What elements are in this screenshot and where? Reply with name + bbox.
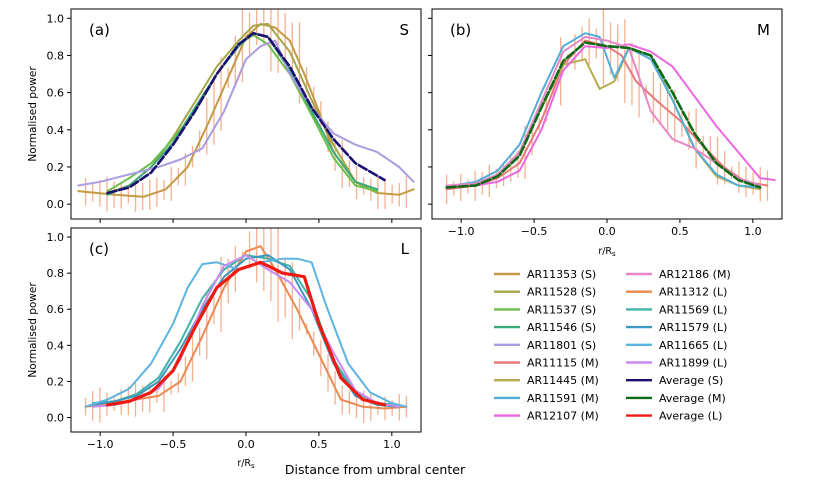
series-line-ar11899-l [91,254,401,408]
legend-item: AR11569 (L) [626,303,727,316]
y-tick-label: 0.6 [47,303,65,316]
legend-item: AR11353 (S) [494,268,596,281]
x-tick-label: 0.0 [598,225,616,238]
series-line-average-s [106,31,386,195]
legend-item: AR11579 (L) [626,321,727,334]
x-tick-label: 0.0 [237,438,255,451]
series-line-ar11312-l [84,245,408,410]
plot-area [445,9,776,204]
series-line-ar11115-m [445,39,769,191]
legend-label: AR11801 (S) [527,339,596,352]
legend-label: AR11537 (S) [527,303,596,316]
x-tick-label: 1.0 [744,225,762,238]
x-tick-label: 0.5 [671,225,689,238]
x-tick-label: −0.5 [521,225,548,238]
legend-item: AR11537 (S) [494,303,596,316]
x-axis-label-main: r/R [598,246,612,257]
y-axis-label: Normalised power [27,66,39,162]
panel-tag: (a) [89,21,110,39]
y-tick-label: 0.6 [47,87,65,100]
y-tick-label: 0.2 [47,375,65,388]
legend-label: AR11312 (L) [659,286,727,299]
series-line-ar11591-m [452,32,762,189]
panel-size-label: M [757,21,770,39]
legend-item: AR11899 (L) [626,357,727,370]
legend-label: AR11115 (M) [527,357,599,370]
y-tick-label: 0.2 [47,161,65,174]
x-tick-label: −1.0 [87,438,114,451]
y-tick-label: 0.0 [47,198,65,211]
series-line-ar11353-s [77,22,415,198]
legend-label: AR11546 (S) [527,321,596,334]
legend-label: Average (M) [659,392,726,405]
x-tick-label: 1.0 [383,438,401,451]
legend-label: AR11899 (L) [659,357,727,370]
y-axis-label: Normalised power [27,282,39,378]
legend-item: Average (L) [626,410,722,423]
legend-item: AR11591 (M) [494,392,599,405]
legend-label: AR12186 (M) [659,268,731,281]
legend-label: AR11579 (L) [659,321,727,334]
series-line-average-l [105,260,387,407]
panel-2: −1.0 −0.5 0.0 0.5 1.0 (b) Mr/Rs [428,8,783,258]
legend-item: AR11528 (S) [494,286,596,299]
legend-item: AR11665 (L) [626,339,727,352]
legend: AR11353 (S) AR11528 (S) AR11537 (S) AR11546… [494,268,731,423]
series-line-ar12186-m [445,35,762,187]
legend-item: AR12107 (M) [494,410,599,423]
x-axis-label: r/Rs [598,246,616,258]
series-line-average-m [445,41,762,189]
legend-label: AR11445 (M) [527,374,599,387]
legend-label: Average (S) [659,374,723,387]
legend-label: AR11665 (L) [659,339,727,352]
x-axis-label-subscript: s [251,462,255,470]
global-xlabel: Distance from umbral center [285,462,466,477]
series-line-ar11665-l [84,257,408,408]
series-line-ar11801-s [77,39,415,187]
legend-item: AR11312 (L) [626,286,727,299]
x-axis-label: r/Rs [237,458,255,470]
x-tick-label: −0.5 [160,438,187,451]
y-tick-label: 1.0 [47,12,65,25]
y-tick-label: 0.4 [47,339,65,352]
legend-item: Average (S) [626,374,723,387]
legend-label: Average (L) [659,410,722,423]
panel-3: −1.0 −0.5 0.0 0.5 1.0 0.0 0.2 0.4 0.6 0.8 1.0 (c) L N… [27,227,422,470]
plot-area [84,228,408,423]
series-line-ar11569-l [91,254,401,406]
legend-item: AR11445 (M) [494,374,599,387]
legend-label: AR11528 (S) [527,286,596,299]
panel-tag: (c) [89,240,109,258]
panel-size-label: S [399,21,409,39]
x-axis-label-main: r/R [237,458,251,469]
legend-item: Average (M) [626,392,726,405]
panel-tag: (b) [450,21,471,39]
y-tick-label: 0.8 [47,267,65,280]
panel-size-label: L [401,240,410,258]
y-tick-label: 0.8 [47,49,65,62]
x-tick-label: −1.0 [448,225,475,238]
x-tick-label: 0.5 [310,438,328,451]
legend-item: AR12186 (M) [626,268,731,281]
legend-item: AR11801 (S) [494,339,596,352]
series-line-ar11579-l [91,254,401,408]
y-tick-label: 1.0 [47,231,65,244]
y-tick-label: 0.4 [47,124,65,137]
legend-label: AR12107 (M) [527,410,599,423]
x-axis-label-subscript: s [612,250,616,258]
plot-area [77,9,415,212]
legend-label: AR11569 (L) [659,303,727,316]
legend-label: AR11353 (S) [527,268,596,281]
legend-item: AR11546 (S) [494,321,596,334]
panel-1: 0.0 0.2 0.4 0.6 0.8 1.0 (a) S Normalised power [27,8,422,223]
legend-label: AR11591 (M) [527,392,599,405]
legend-item: AR11115 (M) [494,357,599,370]
y-tick-label: 0.0 [47,412,65,425]
